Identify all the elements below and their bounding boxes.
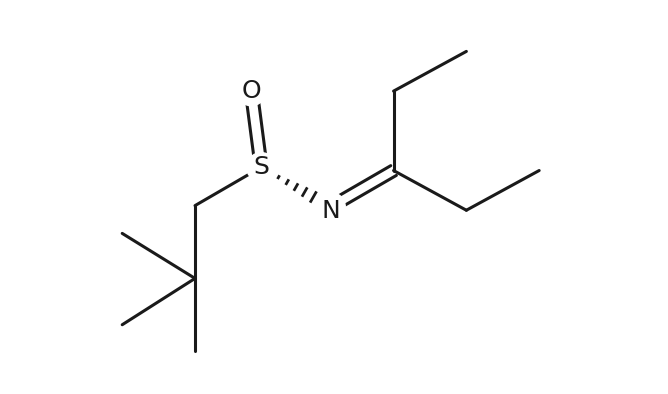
Text: O: O bbox=[241, 79, 261, 103]
Text: S: S bbox=[253, 155, 269, 179]
Circle shape bbox=[236, 76, 266, 106]
Circle shape bbox=[246, 152, 276, 182]
Circle shape bbox=[316, 192, 345, 221]
Text: N: N bbox=[321, 199, 340, 223]
